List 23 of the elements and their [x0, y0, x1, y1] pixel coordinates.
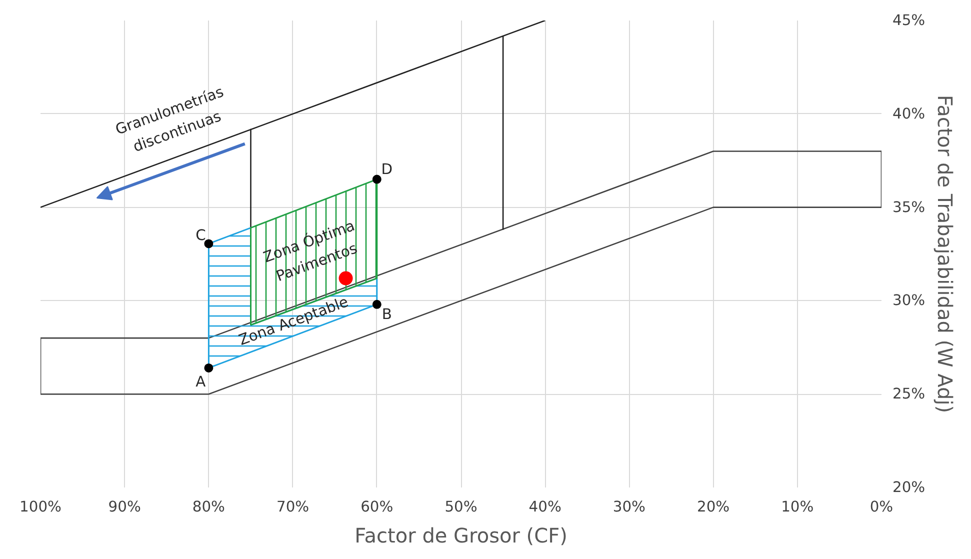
y-tick-label: 45% — [892, 12, 926, 29]
x-tick-label: 80% — [192, 498, 226, 516]
y-tick-label: 35% — [892, 198, 926, 216]
x-tick-label: 0% — [870, 498, 894, 516]
x-tick-label: 10% — [781, 498, 814, 516]
x-axis-title: Factor de Grosor (CF) — [354, 524, 568, 548]
x-tick-label: 90% — [108, 498, 141, 516]
annotation: B — [382, 306, 392, 323]
x-tick-label: 20% — [697, 498, 730, 516]
x-tick-label: 100% — [20, 498, 62, 516]
x-tick-label: 40% — [528, 498, 562, 516]
x-tick-label: 30% — [612, 498, 646, 516]
annotation: A — [196, 373, 206, 390]
x-tick-label: 60% — [360, 498, 394, 516]
y-tick-label: 40% — [892, 105, 926, 122]
y-tick-label: 25% — [892, 386, 926, 403]
annotation: D — [381, 160, 393, 178]
y-tick-label: 20% — [892, 479, 926, 496]
y-tick-label: 30% — [892, 292, 926, 310]
x-tick-label: 70% — [276, 498, 310, 516]
annotation: C — [196, 227, 206, 244]
x-tick-label: 50% — [444, 498, 478, 516]
y-axis-title: Factor de Trabajabilidad (W Adj) — [933, 94, 958, 414]
